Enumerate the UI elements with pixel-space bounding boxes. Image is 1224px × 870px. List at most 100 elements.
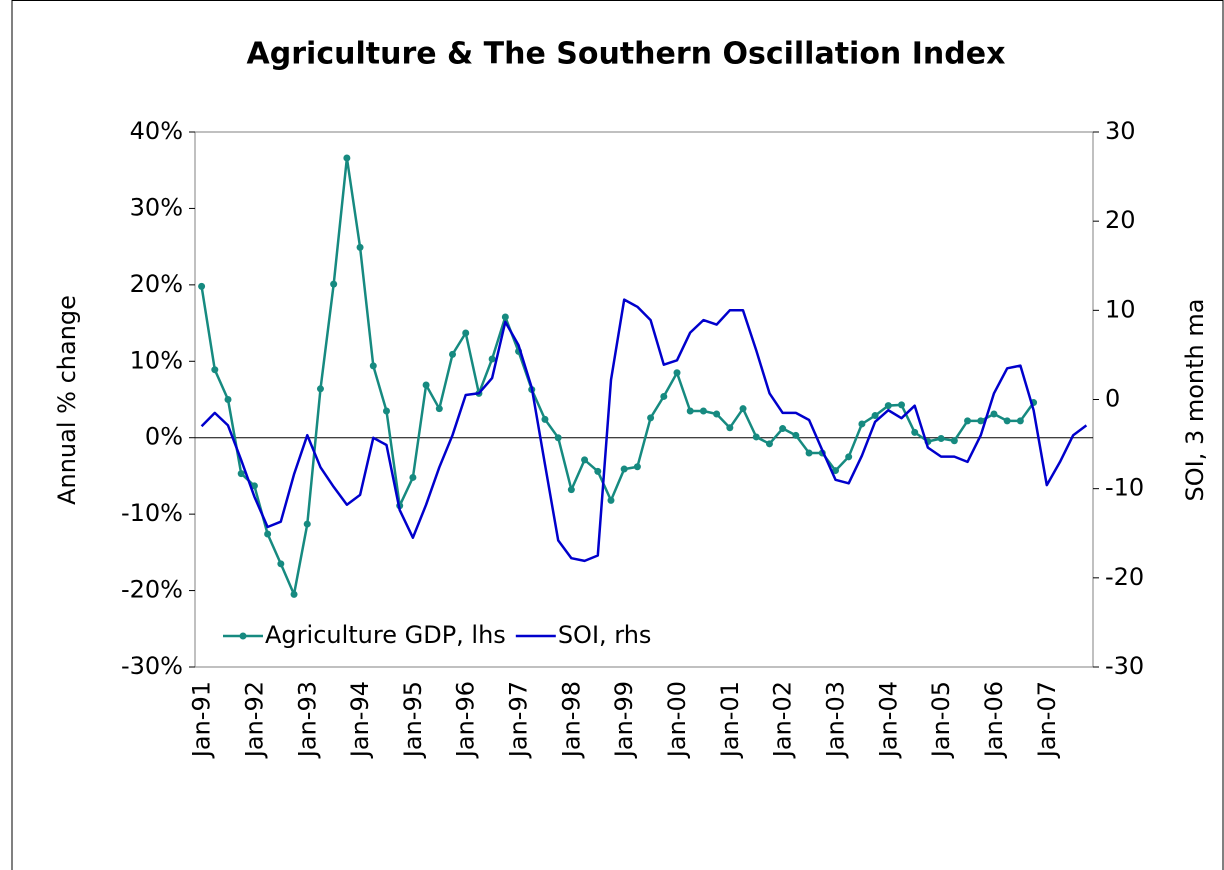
series-line <box>200 298 1088 563</box>
y2-tick-label: 0 <box>1105 385 1120 413</box>
series-marker <box>330 280 338 288</box>
x-tick-label: Jan-91 <box>188 681 216 759</box>
series-marker <box>382 407 390 415</box>
series-marker <box>990 410 998 418</box>
series-marker <box>198 282 206 290</box>
x-tick-label: Jan-92 <box>240 681 268 759</box>
y-axis-label: Annual % change <box>53 295 81 505</box>
series-marker <box>449 350 457 358</box>
y-tick-label: -30% <box>121 652 183 680</box>
series-marker <box>250 482 258 490</box>
series-marker <box>1016 417 1024 425</box>
series-marker <box>303 520 311 528</box>
series-marker <box>620 465 628 473</box>
series-marker <box>950 437 958 445</box>
series-marker <box>765 440 773 448</box>
x-tick-label: Jan-07 <box>1033 681 1061 759</box>
series-marker <box>541 415 549 423</box>
x-tick-label: Jan-05 <box>927 681 955 759</box>
y2-tick-label: -30 <box>1105 652 1144 680</box>
series-marker <box>845 453 853 461</box>
series-marker <box>462 329 470 337</box>
series-marker <box>594 467 602 475</box>
series-marker <box>369 362 377 370</box>
y-tick-label: 30% <box>130 193 183 221</box>
legend-label: SOI, rhs <box>558 621 652 649</box>
series-marker <box>858 420 866 428</box>
series-marker <box>898 401 906 409</box>
series-marker <box>264 530 272 538</box>
x-tick-label: Jan-04 <box>874 681 902 759</box>
y2-tick-label: -10 <box>1105 474 1144 502</box>
series-marker <box>911 428 919 436</box>
y2-tick-label: -20 <box>1105 563 1144 591</box>
series-marker <box>739 405 747 413</box>
x-tick-label: Jan-97 <box>505 681 533 759</box>
series-marker <box>290 590 298 598</box>
legend-marker <box>239 632 247 640</box>
series-marker <box>409 473 417 481</box>
series-marker <box>964 417 972 425</box>
y2-tick-label: 20 <box>1105 206 1136 234</box>
series-marker <box>792 431 800 439</box>
x-tick-label: Jan-93 <box>293 681 321 759</box>
x-tick-label: Jan-02 <box>769 681 797 759</box>
series-marker <box>211 366 219 374</box>
series-marker <box>435 405 443 413</box>
chart-title: Agriculture & The Southern Oscillation I… <box>247 37 1006 72</box>
series-marker <box>633 463 641 471</box>
series-marker <box>805 449 813 457</box>
x-tick-label: Jan-95 <box>399 681 427 759</box>
series-marker <box>779 425 787 433</box>
series-marker <box>686 407 694 415</box>
series-marker <box>422 381 430 389</box>
series-marker <box>581 456 589 464</box>
series-marker <box>316 385 324 393</box>
series-marker <box>752 433 760 441</box>
x-tick-label: Jan-99 <box>610 681 638 759</box>
x-tick-label: Jan-94 <box>346 681 374 759</box>
y2-axis-label: SOI, 3 month ma <box>1181 299 1209 502</box>
series-marker <box>343 154 351 162</box>
series-marker <box>977 417 985 425</box>
y-tick-label: 20% <box>130 270 183 298</box>
series-marker <box>699 407 707 415</box>
x-tick-label: Jan-96 <box>452 681 480 759</box>
y-tick-label: -20% <box>121 576 183 604</box>
series-marker <box>554 434 562 442</box>
frame <box>11 0 1224 870</box>
series-marker <box>224 396 232 403</box>
x-tick-label: Jan-03 <box>821 681 849 759</box>
y-tick-label: 40% <box>130 117 183 145</box>
y-tick-label: 0% <box>145 423 183 451</box>
series-marker <box>871 412 879 420</box>
series-marker <box>673 369 681 377</box>
x-tick-label: Jan-00 <box>663 681 691 759</box>
series-marker <box>277 560 285 568</box>
y2-tick-label: 10 <box>1105 295 1136 323</box>
series-marker <box>937 434 945 442</box>
series-marker <box>501 313 509 321</box>
series-marker <box>660 392 668 400</box>
series-marker <box>488 355 496 363</box>
series-marker <box>831 467 839 475</box>
y-tick-label: 10% <box>130 346 183 374</box>
series-marker <box>237 470 245 478</box>
series-line <box>200 156 1035 596</box>
x-tick-label: Jan-06 <box>980 681 1008 759</box>
series-marker <box>607 496 615 504</box>
y2-tick-label: 30 <box>1105 117 1136 145</box>
series-marker <box>647 414 655 422</box>
series-marker <box>1003 417 1011 425</box>
y-tick-label: -10% <box>121 499 183 527</box>
series-marker <box>884 402 892 410</box>
series-marker <box>726 424 734 432</box>
series-marker <box>713 410 721 418</box>
series-marker <box>567 486 575 494</box>
x-tick-label: Jan-98 <box>557 681 585 759</box>
series-marker <box>356 243 364 251</box>
plot-area <box>194 131 1094 668</box>
legend-label: Agriculture GDP, lhs <box>265 621 506 649</box>
x-tick-label: Jan-01 <box>716 681 744 759</box>
